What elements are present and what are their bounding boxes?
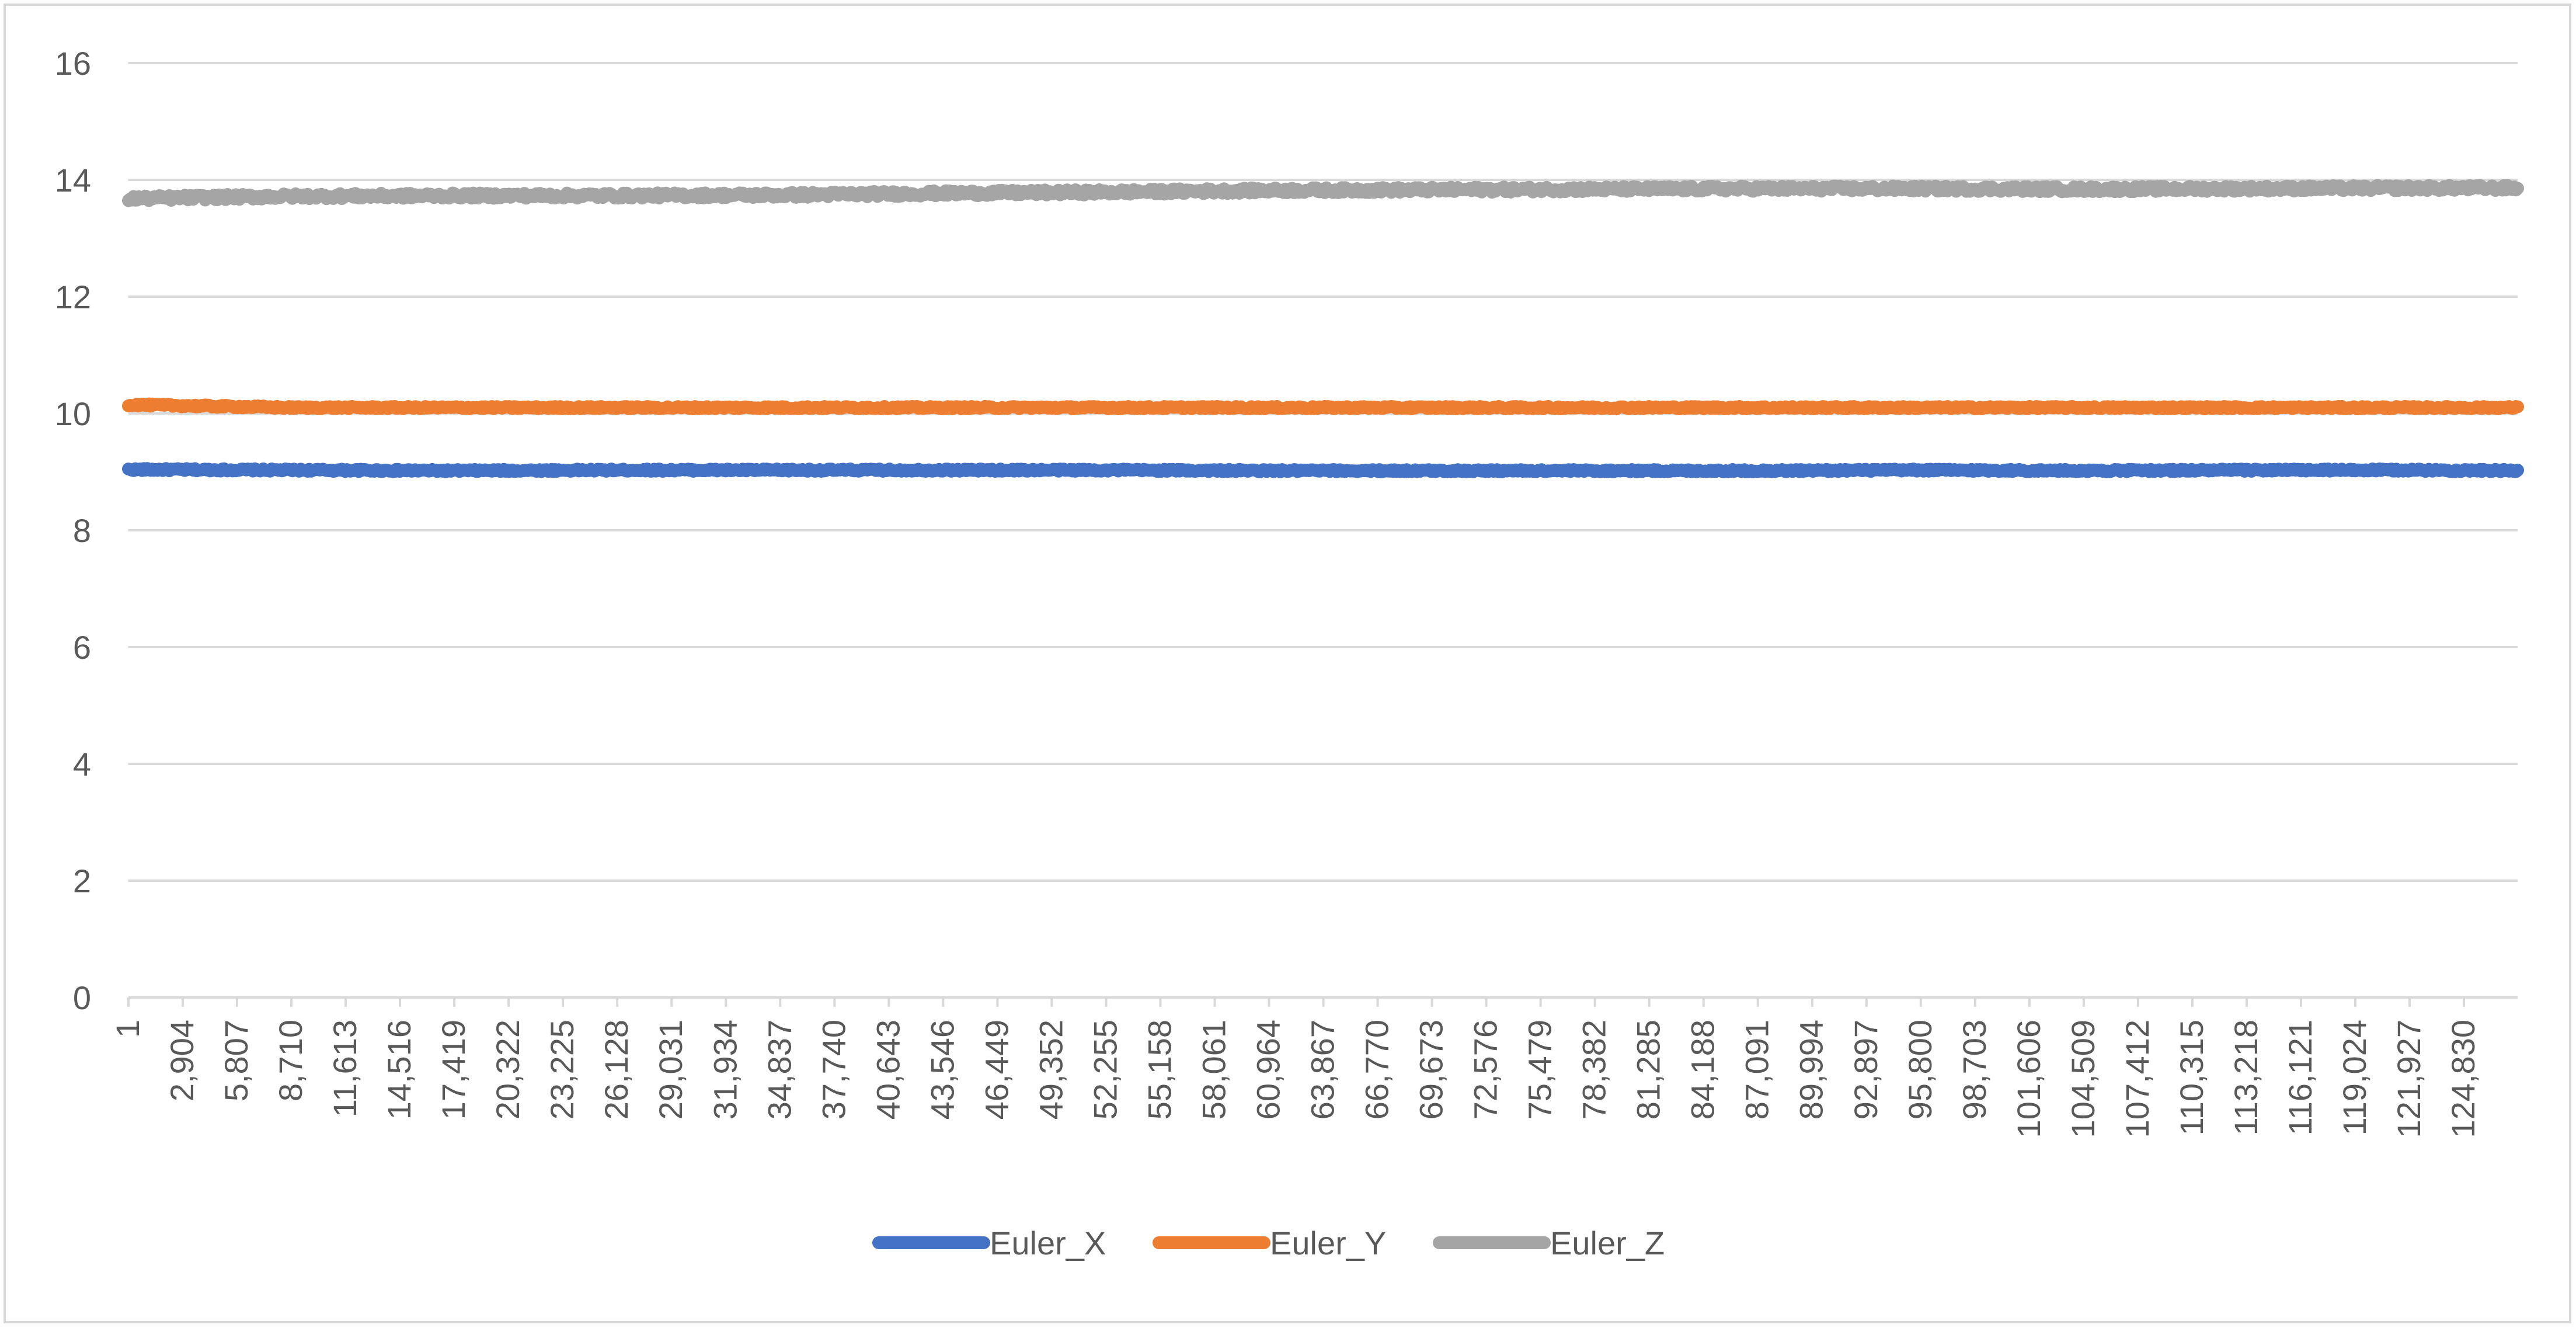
x-axis-tick-labels: 1 2,904 5,807 8,710 11,613 14,516 17,419 20,322… bbox=[109, 1020, 2481, 1138]
x-tick-label: 113,218 bbox=[2227, 1020, 2264, 1135]
y-tick-label: 4 bbox=[73, 746, 91, 783]
x-tick-label: 87,091 bbox=[1739, 1020, 1776, 1120]
x-tick-label: 58,061 bbox=[1195, 1020, 1232, 1120]
x-tick-label: 110,315 bbox=[2173, 1020, 2210, 1135]
x-tick-label: 14,516 bbox=[381, 1020, 417, 1120]
x-tick-label: 1 bbox=[109, 1020, 146, 1038]
y-tick-label: 14 bbox=[55, 162, 91, 199]
x-tick-label: 8,710 bbox=[272, 1020, 309, 1101]
x-tick-label: 23,225 bbox=[544, 1020, 580, 1120]
legend: Euler_X Euler_Y Euler_Z bbox=[872, 1225, 1665, 1261]
y-tick-label: 16 bbox=[55, 45, 91, 82]
y-tick-label: 8 bbox=[73, 512, 91, 549]
legend-item-euler-x: Euler_X bbox=[872, 1225, 1106, 1261]
x-tick-label: 34,837 bbox=[761, 1020, 798, 1120]
chart-svg: 0 2 4 6 8 10 12 14 16 1 2,904 5,807 8,710 11,613 14,5… bbox=[55, 45, 2524, 1261]
legend-label: Euler_Y bbox=[1270, 1225, 1386, 1261]
x-tick-label: 29,031 bbox=[652, 1020, 689, 1120]
x-tick-label: 107,412 bbox=[2119, 1020, 2156, 1138]
legend-label: Euler_Z bbox=[1550, 1225, 1665, 1261]
x-tick-label: 89,994 bbox=[1793, 1020, 1830, 1120]
x-tick-label: 104,509 bbox=[2065, 1020, 2101, 1138]
x-tick-label: 101,606 bbox=[2010, 1020, 2047, 1138]
x-tick-label: 17,419 bbox=[435, 1020, 472, 1120]
y-tick-label: 6 bbox=[73, 629, 91, 666]
legend-item-euler-y: Euler_Y bbox=[1153, 1225, 1386, 1261]
x-tick-label: 49,352 bbox=[1032, 1020, 1069, 1120]
x-tick-label: 92,897 bbox=[1847, 1020, 1884, 1120]
series-line-euler-z bbox=[122, 179, 2524, 207]
x-tick-label: 60,964 bbox=[1250, 1020, 1287, 1120]
x-tick-label: 119,024 bbox=[2336, 1020, 2373, 1135]
y-tick-label: 2 bbox=[73, 863, 91, 899]
y-tick-label: 12 bbox=[55, 279, 91, 315]
x-tick-label: 63,867 bbox=[1304, 1020, 1341, 1120]
x-tick-label: 11,613 bbox=[326, 1020, 363, 1117]
x-tick-label: 81,285 bbox=[1630, 1020, 1667, 1120]
legend-label: Euler_X bbox=[990, 1225, 1106, 1261]
series-line-euler-y bbox=[122, 397, 2524, 415]
y-axis-tick-labels: 0 2 4 6 8 10 12 14 16 bbox=[55, 45, 91, 1016]
x-tick-label: 72,576 bbox=[1467, 1020, 1504, 1120]
x-axis bbox=[127, 996, 2518, 1007]
x-tick-label: 52,255 bbox=[1087, 1020, 1123, 1120]
y-tick-label: 10 bbox=[55, 395, 91, 432]
x-tick-label: 121,927 bbox=[2390, 1020, 2427, 1138]
x-tick-label: 5,807 bbox=[218, 1020, 255, 1101]
x-tick-label: 26,128 bbox=[598, 1020, 635, 1120]
x-tick-label: 31,934 bbox=[706, 1020, 743, 1120]
chart-frame: 0 2 4 6 8 10 12 14 16 1 2,904 5,807 8,710 11,613 14,5… bbox=[4, 4, 2571, 1323]
legend-item-euler-z: Euler_Z bbox=[1433, 1225, 1665, 1261]
x-tick-label: 98,703 bbox=[1956, 1020, 1993, 1120]
x-tick-label: 37,740 bbox=[815, 1020, 852, 1120]
y-tick-label: 0 bbox=[73, 979, 91, 1016]
x-tick-label: 40,643 bbox=[869, 1020, 906, 1120]
x-tick-label: 75,479 bbox=[1522, 1020, 1558, 1120]
x-tick-label: 95,800 bbox=[1902, 1020, 1938, 1120]
x-tick-label: 46,449 bbox=[978, 1020, 1015, 1120]
x-tick-label: 20,322 bbox=[489, 1020, 526, 1120]
series-line-euler-x bbox=[122, 462, 2524, 478]
x-tick-label: 78,382 bbox=[1576, 1020, 1613, 1120]
x-tick-label: 124,830 bbox=[2445, 1020, 2481, 1138]
x-tick-label: 2,904 bbox=[163, 1020, 200, 1101]
x-tick-label: 43,546 bbox=[924, 1020, 960, 1120]
x-tick-label: 116,121 bbox=[2282, 1020, 2319, 1135]
series-lines bbox=[122, 179, 2524, 478]
x-tick-label: 84,188 bbox=[1684, 1020, 1721, 1120]
x-tick-label: 55,158 bbox=[1141, 1020, 1178, 1120]
x-tick-label: 69,673 bbox=[1413, 1020, 1450, 1120]
x-tick-label: 66,770 bbox=[1359, 1020, 1395, 1120]
